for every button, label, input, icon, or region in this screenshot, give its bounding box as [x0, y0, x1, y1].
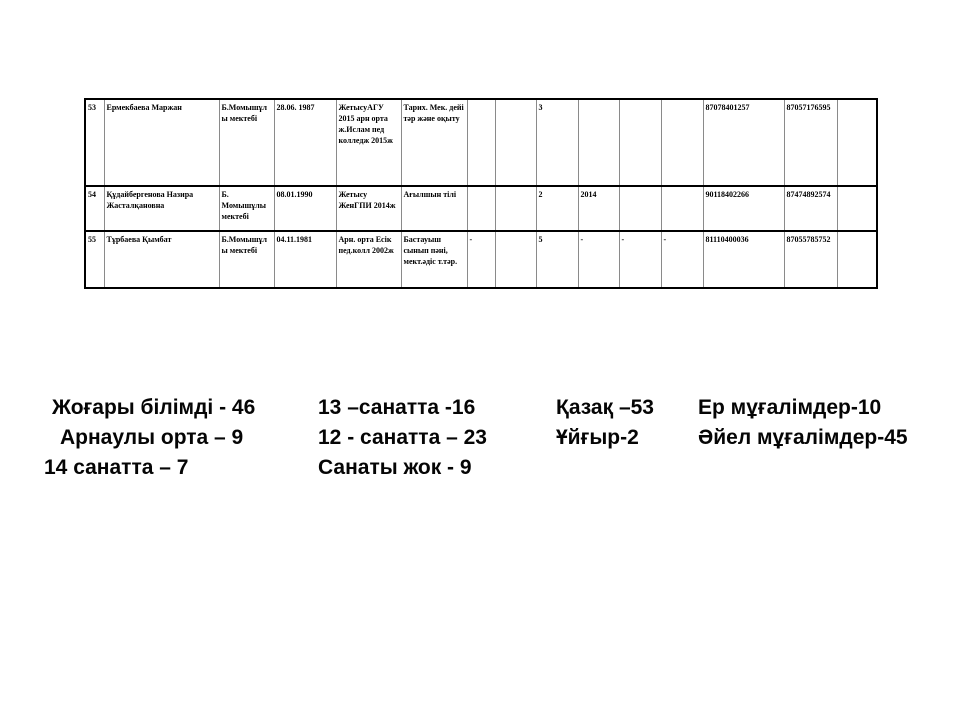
cell-name: Құдайбергенова Назира Жасталқановна [103, 185, 220, 232]
cell-name: Ермекбаева Маржан [103, 98, 220, 187]
table-row: 53 Ермекбаева Маржан Б.Момышұлы мектебі … [84, 98, 878, 187]
cell-phone: 87474892574 [783, 185, 838, 232]
teacher-roster-table-wrap: 53 Ермекбаева Маржан Б.Момышұлы мектебі … [84, 98, 878, 289]
cell-name: Тұрбаева Қымбат [103, 230, 220, 289]
cell-value [494, 98, 537, 187]
cell-specialty: Бастауыш сынып пәні, мект.әдіс т.тәр. [400, 230, 468, 289]
summary-line: Әйел мұғалімдер-45 [698, 426, 908, 449]
cell-value [660, 98, 704, 187]
cell-empty [836, 98, 878, 187]
cell-phone: 90118402266 [702, 185, 785, 232]
summary-line: Жоғары білімді - 46 [52, 396, 256, 419]
cell-category: 5 [535, 230, 579, 289]
summary-category-column: 13 –санатта -16 12 - санатта – 23 Санаты… [318, 393, 487, 483]
cell-specialty: Ағылшын тілі [400, 185, 468, 232]
cell-education: Жетысу ЖенГПИ 2014ж [335, 185, 402, 232]
cell-dash: - [618, 230, 662, 289]
cell-birthdate: 08.01.1990 [273, 185, 337, 232]
summary-line: Ұйғыр-2 [556, 426, 639, 449]
cell-value [466, 98, 496, 187]
cell-education: ЖетысуАГУ 2015 арн орта ж.Ислам пед колл… [335, 98, 402, 187]
cell-value [618, 98, 662, 187]
cell-row-number: 55 [84, 230, 105, 289]
cell-value [494, 230, 537, 289]
teacher-roster-table: 53 Ермекбаева Маржан Б.Момышұлы мектебі … [84, 98, 878, 289]
table-row: 54 Құдайбергенова Назира Жасталқановна Б… [84, 185, 878, 232]
cell-school: Б.Момышұлы мектебі [218, 230, 275, 289]
cell-education: Арн. орта Есік пед.колл 2002ж [335, 230, 402, 289]
cell-phone: 87078401257 [702, 98, 785, 187]
cell-dash: - [660, 230, 704, 289]
cell-phone: 81110400036 [702, 230, 785, 289]
summary-line: 12 - санатта – 23 [318, 426, 487, 449]
cell-year: 2014 [577, 185, 620, 232]
cell-dash: - [577, 230, 620, 289]
summary-line: Ер мұғалімдер-10 [698, 396, 882, 419]
cell-empty [836, 230, 878, 289]
cell-phone: 87057176595 [783, 98, 838, 187]
cell-phone: 87055785752 [783, 230, 838, 289]
cell-value [494, 185, 537, 232]
cell-value [618, 185, 662, 232]
cell-row-number: 53 [84, 98, 105, 187]
cell-row-number: 54 [84, 185, 105, 232]
table-row: 55 Тұрбаева Қымбат Б.Момышұлы мектебі 04… [84, 230, 878, 289]
cell-dash: - [466, 230, 496, 289]
cell-school: Б.Момышұлы мектебі [218, 98, 275, 187]
summary-line: Арнаулы орта – 9 [60, 426, 244, 449]
summary-education-column: Жоғары білімді - 46 Арнаулы орта – 9 14 … [44, 393, 255, 483]
summary-line: Санаты жок - 9 [318, 456, 472, 479]
cell-category: 2 [535, 185, 579, 232]
cell-specialty: Тарих. Мек. дейі тәр және оқыту [400, 98, 468, 187]
summary-line: 14 санатта – 7 [44, 456, 189, 479]
cell-category: 3 [535, 98, 579, 187]
cell-birthdate: 28.06. 1987 [273, 98, 337, 187]
cell-school: Б. Момышұлы мектебі [218, 185, 275, 232]
summary-gender-column: Ер мұғалімдер-10 Әйел мұғалімдер-45 [698, 393, 908, 453]
summary-ethnicity-column: Қазақ –53 Ұйғыр-2 [556, 393, 654, 453]
summary-line: 13 –санатта -16 [318, 396, 476, 419]
cell-value [466, 185, 496, 232]
cell-birthdate: 04.11.1981 [273, 230, 337, 289]
cell-empty [836, 185, 878, 232]
summary-line: Қазақ –53 [556, 396, 654, 419]
cell-value [577, 98, 620, 187]
cell-value [660, 185, 704, 232]
